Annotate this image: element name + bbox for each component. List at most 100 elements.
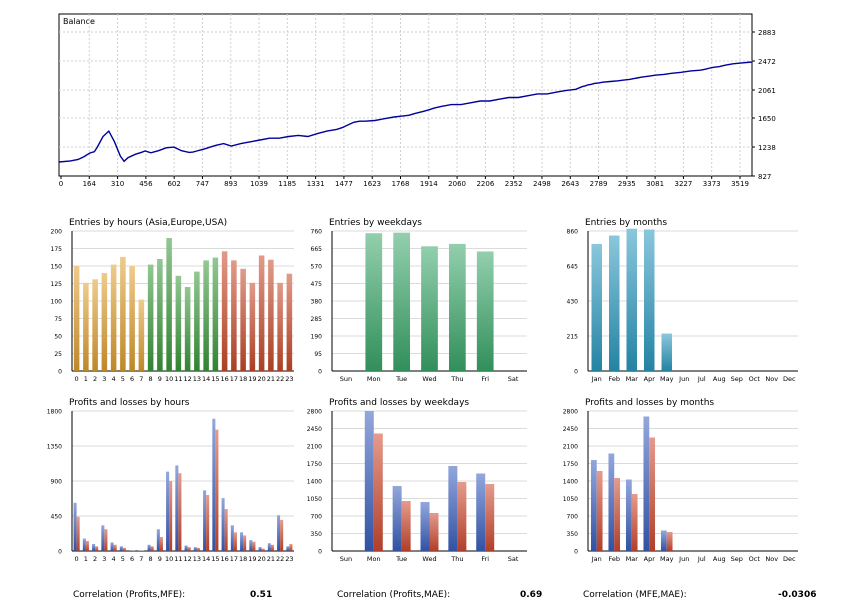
entries-months-bar — [644, 229, 655, 371]
pl-weekdays-y-tick-label: 2100 — [307, 444, 322, 451]
entries-weekdays-y-tick-label: 760 — [311, 229, 323, 236]
pl-months-profit-bar — [643, 416, 650, 551]
entries-hours-bar — [166, 238, 172, 371]
pl-hours-x-tick-label: 15 — [211, 555, 219, 563]
entries-hours-bar — [277, 282, 283, 371]
pl-hours-x-tick-label: 20 — [257, 555, 265, 563]
entries-hours-bar — [194, 271, 200, 371]
pl-months-y-tick-label: 2800 — [563, 409, 578, 416]
entries-hours-y-tick-label: 50 — [54, 334, 62, 341]
pl-weekdays-y-tick-label: 350 — [311, 531, 323, 538]
pl-hours-x-tick-label: 17 — [230, 555, 238, 563]
pl-hours-x-tick-label: 0 — [75, 555, 79, 563]
pl-months-y-tick-label: 1050 — [563, 496, 578, 503]
pl-hours-loss-bar — [169, 481, 173, 551]
pl-months-y-tick-label: 1400 — [563, 479, 578, 486]
pl-hours-profit-bar — [166, 471, 170, 551]
pl-hours-loss-bar — [76, 516, 80, 551]
pl-months-loss-bar — [631, 494, 638, 551]
entries-hours-bar — [175, 275, 182, 371]
pl-hours-profit-bar — [156, 529, 160, 551]
entries-weekdays-x-tick-label: Tue — [395, 375, 407, 383]
balance-x-tick-label: 2206 — [476, 180, 494, 188]
pl-months-y-tick-label: 700 — [567, 514, 579, 521]
entries-hours-x-tick-label: 9 — [158, 375, 162, 383]
entries-weekdays-x-tick-label: Wed — [422, 375, 436, 383]
entries-hours-bar — [212, 257, 219, 371]
balance-x-tick-label: 602 — [167, 180, 180, 188]
pl-months-y-tick-label: 2100 — [563, 444, 578, 451]
balance-x-tick-label: 164 — [83, 180, 97, 188]
balance-y-tick-label: 1238 — [758, 144, 776, 152]
balance-y-tick-label: 2883 — [758, 29, 776, 37]
pl-months-x-tick-label: Sep — [731, 555, 743, 563]
balance-title: Balance — [63, 17, 95, 26]
balance-x-tick-label: 1185 — [278, 180, 296, 188]
balance-x-tick-label: 2060 — [448, 180, 466, 188]
entries-hours-x-tick-label: 6 — [130, 375, 134, 383]
entries-hours-x-tick-label: 22 — [276, 375, 284, 383]
pl-weekdays-x-tick-label: Fri — [481, 555, 489, 563]
pl-months-profit-bar — [625, 479, 632, 551]
pl-hours-profit-bar — [212, 418, 216, 551]
entries-hours-y-tick-label: 0 — [58, 369, 62, 376]
pl-hours-profit-bar — [267, 543, 271, 551]
balance-x-tick-label: 456 — [139, 180, 153, 188]
balance-x-tick-label: 3373 — [703, 180, 721, 188]
balance-x-tick-label: 2643 — [561, 180, 579, 188]
pl-hours-y-tick-label: 900 — [51, 479, 63, 486]
pl-hours-loss-bar — [261, 548, 265, 551]
pl-hours-x-tick-label: 12 — [183, 555, 191, 563]
pl-months-x-tick-label: Nov — [765, 555, 778, 563]
balance-x-tick-label: 747 — [196, 180, 209, 188]
entries-months-bar — [609, 235, 620, 371]
pl-months-y-tick-label: 1750 — [563, 461, 578, 468]
entries-weekdays-y-tick-label: 285 — [311, 316, 323, 323]
pl-weekdays-profit-bar — [364, 411, 374, 551]
pl-hours-profit-bar — [240, 532, 244, 551]
pl-months-profit-bar — [590, 460, 597, 551]
corr-profits-mae-value: 0.69 — [520, 590, 543, 600]
pl-weekdays-y-tick-label: 0 — [318, 549, 322, 556]
pl-hours-profit-bar — [82, 538, 86, 551]
balance-y-tick-label: 2061 — [758, 87, 776, 95]
entries-months-bar — [661, 333, 672, 371]
corr-profits-mae-label: Correlation (Profits,MAE): — [337, 590, 451, 600]
pl-hours-profit-bar — [221, 498, 225, 551]
entries-months-bar — [626, 228, 637, 371]
entries-hours-x-tick-label: 7 — [139, 375, 143, 383]
entries-hours-bar — [203, 260, 209, 371]
pl-hours-x-tick-label: 3 — [102, 555, 106, 563]
pl-hours-loss-bar — [159, 537, 163, 551]
pl-hours-loss-bar — [122, 547, 126, 551]
entries-months-x-tick-label: Jun — [678, 375, 689, 383]
entries-hours-bar — [83, 282, 89, 371]
pl-weekdays-x-tick-label: Sun — [340, 555, 352, 563]
entries-hours-x-tick-label: 20 — [257, 375, 265, 383]
entries-hours-bar — [120, 256, 126, 371]
entries-weekdays-bar — [365, 233, 383, 371]
pl-months-x-tick-label: Mar — [626, 555, 639, 563]
entries-weekdays-y-tick-label: 475 — [311, 281, 323, 288]
pl-weekdays-loss-bar — [401, 501, 411, 551]
entries-months-bar — [591, 244, 602, 371]
balance-line — [58, 61, 753, 163]
entries-hours-x-tick-label: 3 — [102, 375, 106, 383]
pl-weekdays-y-tick-label: 2450 — [307, 426, 322, 433]
balance-y-tick-label: 2472 — [758, 58, 776, 66]
pl-hours-profit-bar — [175, 465, 179, 551]
entries-hours-x-tick-label: 19 — [248, 375, 256, 383]
entries-hours-x-tick-label: 21 — [267, 375, 275, 383]
entries-weekdays-bar — [476, 251, 494, 371]
entries-weekdays-x-tick-label: Sun — [340, 375, 352, 383]
pl-weekdays-x-tick-label: Tue — [395, 555, 407, 563]
pl-weekdays-loss-bar — [373, 433, 383, 551]
pl-hours-x-tick-label: 9 — [158, 555, 162, 563]
pl-hours-loss-bar — [104, 529, 108, 551]
pl-weekdays-x-tick-label: Sat — [508, 555, 519, 563]
pl-hours-loss-bar — [206, 495, 210, 551]
pl-hours-loss-bar — [252, 541, 256, 551]
entries-hours-x-tick-label: 17 — [230, 375, 238, 383]
pl-weekdays-y-tick-label: 1050 — [307, 496, 322, 503]
entries-weekdays-y-tick-label: 380 — [311, 299, 323, 306]
